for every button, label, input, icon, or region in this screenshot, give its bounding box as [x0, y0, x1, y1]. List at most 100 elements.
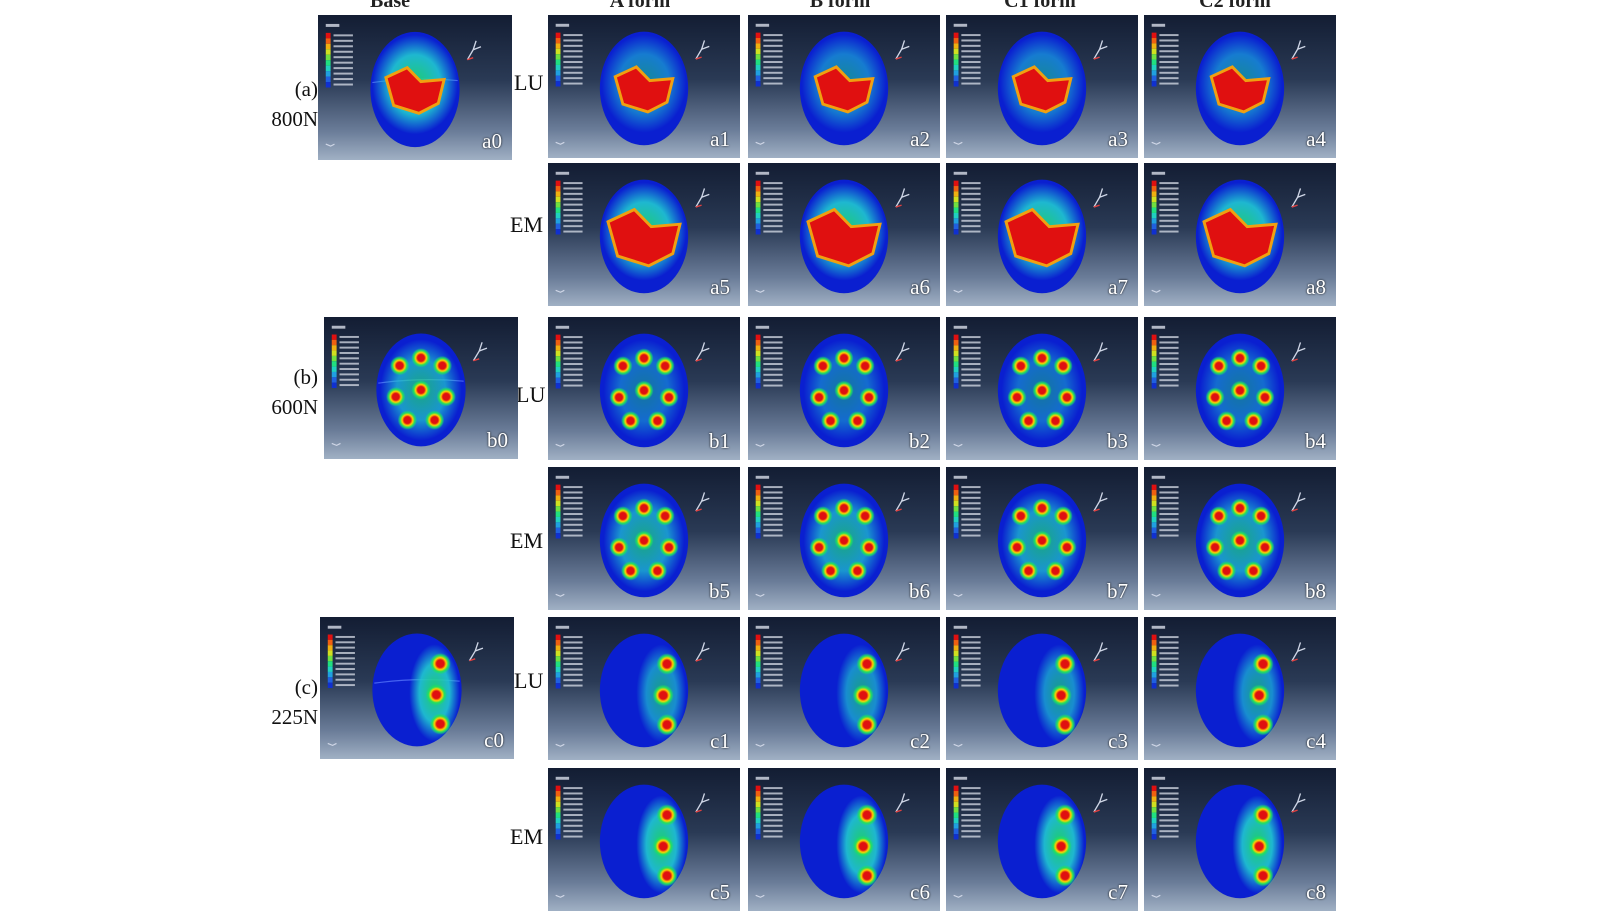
stress-hotspot — [1255, 537, 1275, 558]
stress-hotspot — [834, 498, 854, 518]
stress-hotspot — [429, 713, 451, 735]
contour-plot — [953, 171, 1108, 294]
axis-mark-icon — [555, 894, 565, 898]
axis-triad-icon — [695, 188, 710, 208]
panel-label: a7 — [1108, 275, 1128, 299]
stress-hotspot — [820, 411, 841, 431]
contour-plot — [555, 625, 710, 748]
panel-label: b2 — [909, 429, 930, 453]
stress-hotspot — [856, 864, 878, 887]
axis-triad-icon — [895, 492, 910, 512]
axis-mark-icon — [555, 289, 565, 293]
stress-hotspot — [1004, 207, 1080, 268]
stress-hotspot — [834, 348, 854, 368]
contour-plot — [555, 325, 710, 448]
axis-mark-icon — [1151, 141, 1161, 145]
color-legend — [325, 23, 353, 88]
contour-plot — [1151, 171, 1306, 294]
stress-hotspot — [1054, 804, 1076, 826]
stress-hotspot — [609, 537, 629, 558]
group-label: (a) — [294, 77, 318, 101]
axis-mark-icon — [1151, 743, 1161, 747]
stress-hotspot — [424, 410, 445, 430]
color-legend — [953, 325, 981, 389]
color-legend — [755, 171, 783, 235]
panel-label: c3 — [1108, 729, 1128, 753]
base-panel-c: c0 — [320, 617, 514, 759]
stress-hotspot — [1050, 835, 1072, 858]
axis-mark-icon — [327, 742, 337, 747]
stress-hotspot — [1243, 411, 1264, 431]
panel-c1: c1 — [548, 617, 740, 760]
stress-hotspot — [659, 537, 679, 558]
stress-hotspot — [397, 410, 418, 430]
stress-hotspot — [1053, 356, 1073, 376]
axis-triad-icon — [895, 342, 910, 362]
contour-plot — [327, 625, 484, 747]
panel-label: a3 — [1108, 127, 1128, 151]
axis-mark-icon — [755, 443, 765, 447]
contour-plot — [953, 776, 1108, 899]
axis-mark-icon — [953, 289, 963, 293]
axis-triad-icon — [695, 342, 710, 362]
panel-c6: c6 — [748, 768, 940, 911]
stress-hotspot — [834, 530, 854, 551]
color-legend — [953, 776, 981, 840]
panel-a4: a4 — [1144, 15, 1336, 158]
stress-hotspot — [1045, 561, 1066, 581]
stress-hotspot — [1230, 380, 1250, 401]
stress-hotspot — [1054, 864, 1076, 887]
stress-hotspot — [425, 684, 448, 706]
axis-triad-icon — [466, 40, 482, 61]
panel-b3: b3 — [946, 317, 1138, 460]
row-label-em: EM — [510, 528, 543, 553]
stress-hotspot — [634, 380, 654, 401]
axis-triad-icon — [1093, 492, 1108, 512]
stress-hotspot — [656, 653, 678, 675]
stress-hotspot — [1057, 537, 1077, 558]
color-legend — [1151, 325, 1179, 389]
stress-hotspot — [1252, 804, 1274, 826]
axis-mark-icon — [953, 743, 963, 747]
contour-plot — [331, 325, 488, 447]
contour-plot — [755, 475, 910, 598]
stress-hotspot — [855, 506, 875, 526]
stress-hotspot — [1202, 207, 1278, 268]
group-label-b: (b) 600N — [270, 362, 318, 422]
panel-label: b3 — [1107, 429, 1128, 453]
stress-hotspot — [634, 498, 654, 518]
stress-hotspot — [386, 387, 406, 407]
stress-hotspot — [656, 804, 678, 826]
panel-label: a8 — [1306, 275, 1326, 299]
stress-hotspot — [1032, 380, 1052, 401]
stress-hotspot — [859, 537, 879, 558]
axis-triad-icon — [1093, 642, 1108, 662]
contour-plot — [555, 776, 710, 899]
stress-hotspot — [1216, 561, 1237, 581]
base-panel-b: b0 — [324, 317, 518, 459]
stress-hotspot — [613, 65, 675, 114]
panel-b6: b6 — [748, 467, 940, 610]
stress-hotspot — [1032, 348, 1052, 368]
axis-mark-icon — [755, 894, 765, 898]
axis-triad-icon — [695, 793, 710, 813]
contour-plot — [1151, 475, 1306, 598]
color-legend — [953, 475, 981, 539]
panel-label: a1 — [710, 127, 730, 151]
color-legend — [953, 171, 981, 235]
stress-hotspot — [1205, 537, 1225, 558]
panel-label: c5 — [710, 880, 730, 904]
axis-triad-icon — [1093, 40, 1108, 60]
column-header-a-form: A form — [570, 0, 710, 10]
axis-triad-icon — [1093, 342, 1108, 362]
stress-hotspot — [1252, 653, 1274, 675]
column-header-c2-form: C2 form — [1165, 0, 1305, 10]
stress-hotspot — [384, 65, 447, 115]
color-legend — [555, 325, 583, 389]
group-label-a: (a) 800N — [270, 74, 318, 134]
stress-hotspot — [820, 561, 841, 581]
stress-hotspot — [620, 411, 641, 431]
contour-plot — [1151, 325, 1306, 448]
panel-label: c4 — [1306, 729, 1326, 753]
force-label: 225N — [271, 705, 318, 729]
